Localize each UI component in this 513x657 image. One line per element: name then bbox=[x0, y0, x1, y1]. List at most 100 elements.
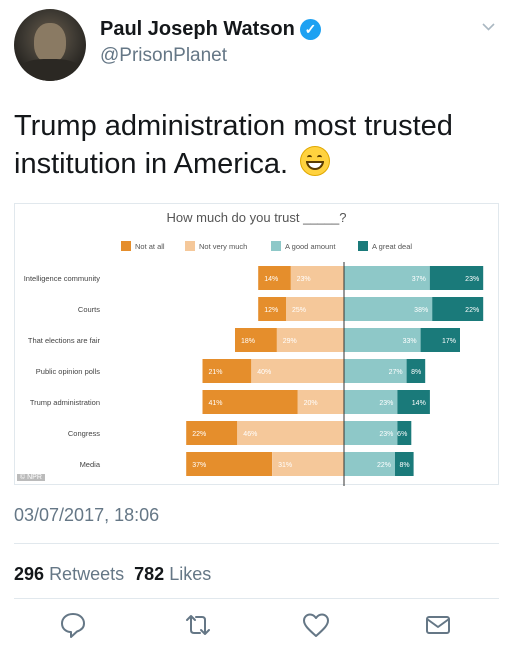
bar-value-label: 37% bbox=[192, 462, 206, 469]
author-handle[interactable]: @PrisonPlanet bbox=[100, 45, 228, 66]
bar-value-label: 22% bbox=[192, 431, 206, 438]
likes-label[interactable]: Likes bbox=[169, 564, 212, 584]
legend-item: Not at all bbox=[121, 241, 165, 253]
bar-segment bbox=[235, 328, 277, 352]
divider bbox=[14, 598, 499, 599]
retweet-icon[interactable] bbox=[183, 610, 213, 640]
bar-value-label: 14% bbox=[264, 276, 278, 283]
chart-plot: Intelligence community 23% 14% 37% 23% Courts… bbox=[24, 262, 484, 486]
legend-label: Not at all bbox=[135, 242, 165, 251]
tweet-text-content: Trump administration most trusted instit… bbox=[14, 110, 453, 180]
tweet-timestamp[interactable]: 03/07/2017, 18:06 bbox=[14, 505, 160, 525]
bar-value-label: 33% bbox=[403, 338, 417, 345]
category-label: Trump administration bbox=[30, 398, 100, 407]
bar-segment bbox=[202, 359, 252, 383]
author-name[interactable]: Paul Joseph Watson bbox=[100, 18, 295, 40]
chart-title: How much do you trust _____? bbox=[166, 210, 347, 225]
bar-value-label: 17% bbox=[442, 338, 456, 345]
legend-swatch bbox=[121, 241, 131, 251]
bar-value-label: 8% bbox=[411, 369, 421, 376]
grinning-face-emoji bbox=[300, 146, 331, 176]
legend-item: Not very much bbox=[185, 241, 247, 253]
bar-segment bbox=[344, 266, 430, 290]
bar-segment bbox=[272, 452, 344, 476]
bar-value-label: 37% bbox=[412, 276, 426, 283]
bar-segment bbox=[397, 390, 430, 414]
bar-value-label: 27% bbox=[389, 369, 403, 376]
likes-count[interactable]: 782 bbox=[134, 564, 165, 584]
legend-swatch bbox=[358, 241, 368, 251]
bar-value-label: 23% bbox=[465, 276, 479, 283]
legend-label: Not very much bbox=[199, 242, 248, 251]
bar-segment bbox=[290, 266, 344, 290]
avatar[interactable] bbox=[14, 9, 86, 81]
bar-value-label: 14% bbox=[412, 400, 426, 407]
bar-segment bbox=[344, 328, 421, 352]
bar-value-label: 21% bbox=[209, 369, 223, 376]
retweets-count[interactable]: 296 bbox=[14, 564, 45, 584]
tweet-text: Trump administration most trusted instit… bbox=[14, 107, 494, 183]
avatar-face bbox=[34, 23, 66, 63]
tweet-actions bbox=[0, 610, 513, 650]
bar-value-label: 22% bbox=[465, 307, 479, 314]
bar-segment bbox=[406, 359, 426, 383]
bar-value-label: 23% bbox=[379, 431, 393, 438]
bar-segment bbox=[420, 328, 460, 352]
bar-value-label: 23% bbox=[379, 400, 393, 407]
bar-segment bbox=[397, 421, 412, 445]
category-label: Media bbox=[80, 460, 101, 469]
bar-segment bbox=[286, 297, 344, 321]
envelope-icon[interactable] bbox=[423, 610, 453, 640]
legend-label: A good amount bbox=[285, 242, 336, 251]
heart-icon[interactable] bbox=[301, 610, 331, 640]
category-label: Intelligence community bbox=[24, 274, 101, 283]
legend-item: A great deal bbox=[358, 241, 412, 253]
legend-swatch bbox=[271, 241, 281, 251]
divider bbox=[14, 543, 499, 544]
bar-segment bbox=[258, 266, 291, 290]
bar-segment bbox=[429, 266, 484, 290]
bar-segment bbox=[258, 297, 286, 321]
bar-segment bbox=[344, 359, 407, 383]
bar-value-label: 40% bbox=[257, 369, 271, 376]
bar-value-label: 12% bbox=[264, 307, 278, 314]
bar-value-label: 22% bbox=[377, 462, 391, 469]
bar-segment bbox=[344, 452, 395, 476]
bar-segment bbox=[186, 421, 238, 445]
bar-segment bbox=[344, 297, 433, 321]
bar-value-label: 41% bbox=[209, 400, 223, 407]
avatar-shoulders bbox=[18, 59, 82, 81]
category-label: Courts bbox=[78, 305, 100, 314]
bar-segment bbox=[432, 297, 484, 321]
category-label: Public opinion polls bbox=[36, 367, 100, 376]
bar-value-label: 31% bbox=[278, 462, 292, 469]
bar-value-label: 23% bbox=[297, 276, 311, 283]
bar-segment bbox=[276, 328, 344, 352]
chart-image[interactable]: How much do you trust _____? Not at all … bbox=[14, 203, 499, 486]
chevron-down-icon[interactable] bbox=[482, 20, 495, 33]
bar-value-label: 18% bbox=[241, 338, 255, 345]
npr-watermark: © NPR bbox=[17, 474, 45, 481]
bar-segment bbox=[344, 390, 398, 414]
bar-value-label: 8% bbox=[399, 462, 409, 469]
legend-swatch bbox=[185, 241, 195, 251]
bar-segment bbox=[186, 452, 272, 476]
bar-value-label: 46% bbox=[243, 431, 257, 438]
legend-item: A good amount bbox=[271, 241, 335, 253]
chart-legend: Not at all Not very much A good amount A… bbox=[15, 241, 498, 255]
bar-segment bbox=[344, 421, 398, 445]
bar-segment bbox=[395, 452, 414, 476]
reply-icon[interactable] bbox=[58, 610, 88, 640]
bar-segment bbox=[297, 390, 344, 414]
bar-value-label: 29% bbox=[283, 338, 297, 345]
retweets-label[interactable]: Retweets bbox=[49, 564, 125, 584]
bar-segment bbox=[237, 421, 344, 445]
bar-value-label: 25% bbox=[292, 307, 306, 314]
bar-value-label: 6% bbox=[397, 431, 407, 438]
bar-value-label: 38% bbox=[414, 307, 428, 314]
category-label: Congress bbox=[68, 429, 100, 438]
legend-label: A great deal bbox=[372, 242, 413, 251]
bar-value-label: 20% bbox=[304, 400, 318, 407]
tweet-stats: 296 Retweets 782 Likes bbox=[14, 564, 211, 585]
tweet-header: Paul Joseph Watson ✓ @PrisonPlanet bbox=[0, 0, 513, 95]
